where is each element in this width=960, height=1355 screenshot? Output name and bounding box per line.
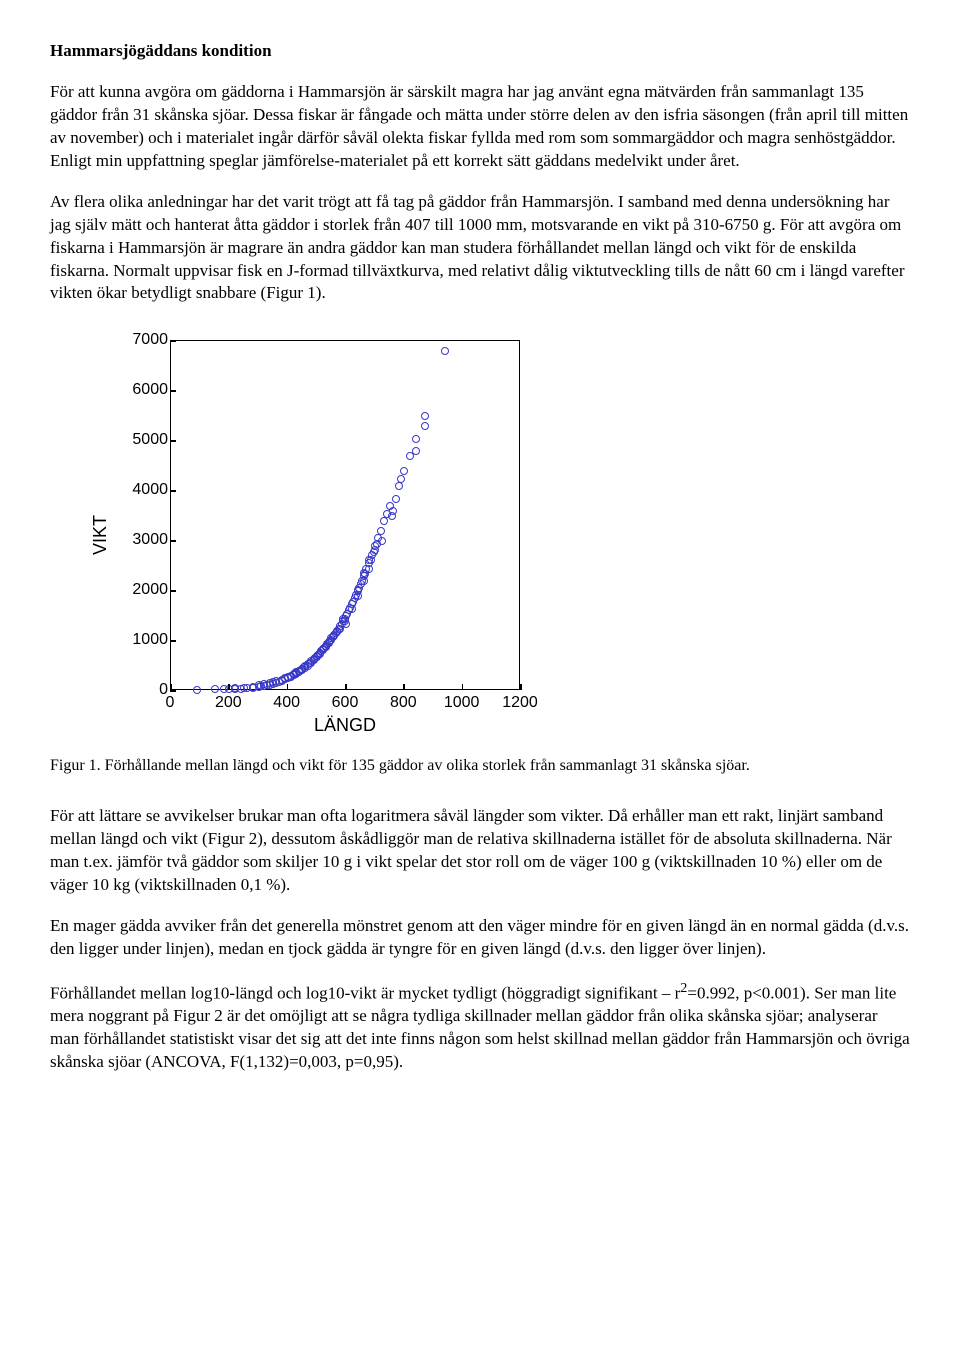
- x-tick-mark: [287, 684, 289, 690]
- x-tick-label: 1000: [444, 692, 480, 714]
- data-point: [412, 447, 420, 455]
- paragraph-2: Av flera olika anledningar har det varit…: [50, 191, 910, 306]
- scatter-chart: VIKT LÄNGD 01000200030004000500060007000…: [90, 325, 530, 745]
- x-tick-mark: [228, 684, 230, 690]
- x-tick-mark: [520, 684, 522, 690]
- x-tick-mark: [170, 684, 172, 690]
- data-point: [193, 686, 201, 694]
- paragraph-1: För att kunna avgöra om gäddorna i Hamma…: [50, 81, 910, 173]
- x-tick-label: 600: [332, 692, 359, 714]
- figure-1: VIKT LÄNGD 01000200030004000500060007000…: [90, 325, 910, 745]
- y-tick-label: 5000: [90, 430, 168, 452]
- x-tick-mark: [462, 684, 464, 690]
- y-tick-mark: [170, 590, 176, 592]
- y-tick-label: 4000: [90, 480, 168, 502]
- data-point: [395, 482, 403, 490]
- y-tick-mark: [170, 540, 176, 542]
- data-point: [377, 527, 385, 535]
- data-point: [348, 605, 356, 613]
- data-point: [365, 565, 373, 573]
- x-tick-label: 200: [215, 692, 242, 714]
- y-tick-label: 2000: [90, 580, 168, 602]
- y-tick-label: 6000: [90, 380, 168, 402]
- y-tick-mark: [170, 490, 176, 492]
- y-tick-mark: [170, 390, 176, 392]
- page-title: Hammarsjögäddans kondition: [50, 40, 910, 63]
- data-point: [441, 347, 449, 355]
- data-point: [397, 475, 405, 483]
- x-tick-mark: [403, 684, 405, 690]
- data-point: [292, 668, 300, 676]
- x-tick-label: 400: [273, 692, 300, 714]
- data-point: [360, 577, 368, 585]
- data-point: [378, 537, 386, 545]
- data-point: [365, 556, 373, 564]
- data-point: [392, 495, 400, 503]
- data-point: [400, 467, 408, 475]
- paragraph-4: En mager gädda avviker från det generell…: [50, 915, 910, 961]
- y-tick-label: 3000: [90, 530, 168, 552]
- data-point: [380, 517, 388, 525]
- paragraph-3: För att lättare se avvikelser brukar man…: [50, 805, 910, 897]
- x-tick-label: 0: [166, 692, 175, 714]
- x-tick-label: 1200: [502, 692, 538, 714]
- x-tick-mark: [345, 684, 347, 690]
- x-axis-label: LÄNGD: [314, 713, 376, 737]
- y-tick-mark: [170, 640, 176, 642]
- data-point: [354, 586, 362, 594]
- y-tick-mark: [170, 340, 176, 342]
- paragraph-5: Förhållandet mellan log10-längd och log1…: [50, 979, 910, 1074]
- data-point: [421, 412, 429, 420]
- x-tick-label: 800: [390, 692, 417, 714]
- figure-1-caption: Figur 1. Förhållande mellan längd och vi…: [50, 755, 910, 777]
- data-point: [412, 435, 420, 443]
- data-point: [341, 617, 349, 625]
- y-tick-label: 1000: [90, 630, 168, 652]
- y-tick-mark: [170, 440, 176, 442]
- data-point: [421, 422, 429, 430]
- plot-area: [170, 340, 520, 690]
- y-tick-label: 7000: [90, 330, 168, 352]
- y-tick-label: 0: [90, 680, 168, 702]
- data-point: [388, 512, 396, 520]
- data-point: [371, 546, 379, 554]
